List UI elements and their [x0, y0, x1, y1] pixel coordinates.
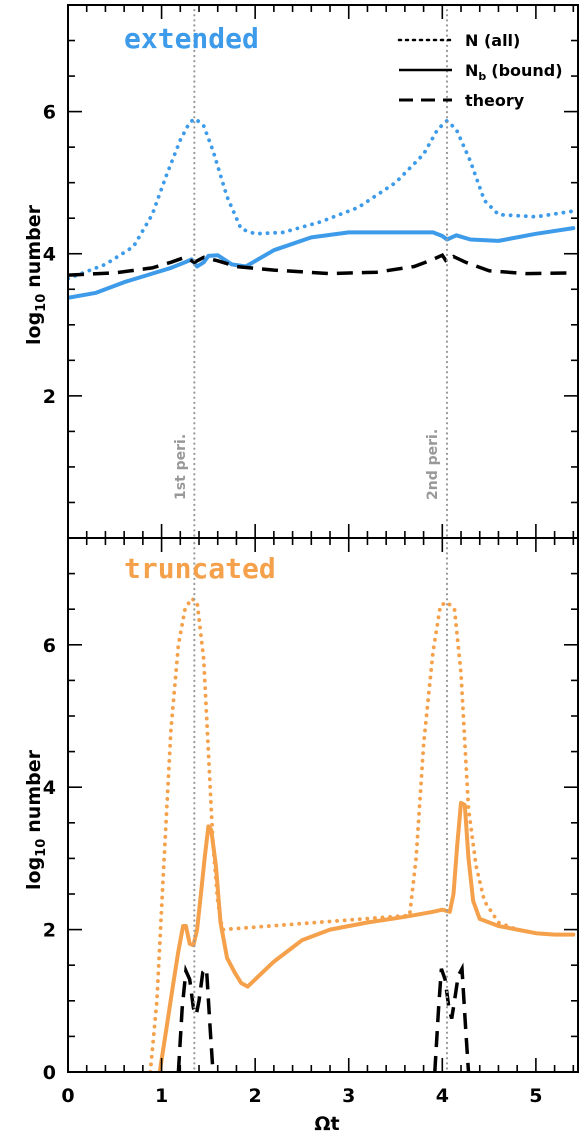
truncated-series-group [148, 595, 576, 1072]
ytick-label-bottom: 4 [43, 777, 56, 799]
series-bottom-bound [157, 800, 576, 1072]
xtick-label: 3 [342, 1085, 355, 1107]
series-bottom-all [148, 595, 576, 1072]
panel-title-extended: extended [124, 22, 259, 55]
ticks-top: 2 4 6 [43, 4, 578, 539]
ytick-label-bottom: 0 [43, 1062, 56, 1084]
legend-label-bound: Nb (bound) [465, 61, 563, 83]
xtick-label: 4 [436, 1085, 449, 1107]
series-top-theory [68, 252, 574, 277]
legend-label-theory: theory [465, 91, 525, 110]
panel-title-truncated: truncated [124, 552, 276, 585]
extended-series-group [68, 116, 576, 300]
ytick-label-top: 2 [43, 386, 56, 408]
ylabel-bottom-sub: 10 [34, 839, 49, 857]
plot-frame-bottom [67, 537, 579, 1073]
ylabel-bottom: log10 number [23, 749, 49, 890]
ytick-label-bottom: 2 [43, 920, 56, 942]
series-top-bound [68, 226, 576, 300]
xlabel: Ωt [314, 1113, 339, 1135]
pericenter-lines-top [193, 3, 449, 540]
panel-truncated: 0 2 4 6 0 1 2 3 4 5 truncated log10 number Ωt [23, 536, 579, 1135]
legend-bound-suffix: (bound) [491, 61, 562, 80]
xtick-label: 2 [249, 1085, 262, 1107]
xtick-label: 1 [155, 1085, 168, 1107]
ylabel-bottom-rest: number [23, 749, 45, 832]
series-top-all [68, 116, 576, 281]
xtick-label: 0 [61, 1085, 74, 1107]
ytick-label-top: 4 [43, 244, 56, 266]
ylabel-top-sub: 10 [34, 294, 49, 312]
ylabel-bottom-main: log [23, 857, 45, 890]
panel-extended: 2 4 6 extended 1st peri. 2nd peri. log10 nu… [23, 3, 579, 540]
annotation-1st-peri: 1st peri. [173, 434, 189, 500]
series-bottom-theory-2 [433, 962, 471, 1072]
series-bottom-theory-1 [176, 964, 215, 1072]
legend-bound-sub: b [478, 70, 486, 83]
legend-bound-prefix: N [465, 61, 478, 80]
annotation-2nd-peri: 2nd peri. [425, 429, 441, 500]
pericenter-lines-bottom [193, 536, 449, 1074]
ticks-bottom: 0 2 4 6 0 1 2 3 4 5 [43, 537, 578, 1107]
ylabel-top-rest: number [23, 204, 45, 287]
ylabel-top-main: log [23, 312, 45, 345]
ytick-label-top: 6 [43, 102, 56, 124]
ylabel-top: log10 number [23, 204, 49, 345]
xtick-label: 5 [529, 1085, 542, 1107]
legend: N (all) Nb (bound) theory [397, 31, 563, 110]
ytick-label-bottom: 6 [43, 635, 56, 657]
legend-label-all: N (all) [465, 31, 520, 50]
